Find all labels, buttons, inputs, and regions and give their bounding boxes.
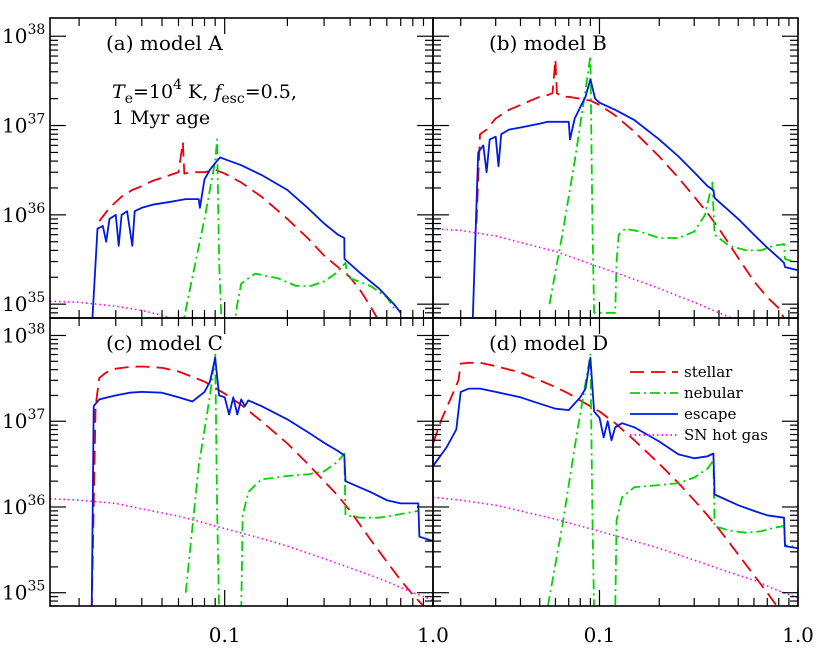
tick-marks xyxy=(433,318,799,607)
panel-title: (d) model D xyxy=(489,331,608,355)
x-tick-label: 1.0 xyxy=(782,623,814,647)
panel-title: (b) model B xyxy=(489,31,607,55)
series-nebular xyxy=(548,55,794,314)
series-nebular xyxy=(183,138,395,318)
panel-title: (a) model A xyxy=(106,31,223,55)
y-tick-label: 1035 xyxy=(2,579,45,605)
series-stellar xyxy=(90,365,425,606)
series-sn-hot-gas xyxy=(433,227,734,318)
legend-label: nebular xyxy=(684,384,744,402)
y-tick-label: 1038 xyxy=(2,322,45,348)
annotation-line2: 1 Myr age xyxy=(112,107,210,129)
panel-1: 1035 1036 1037 1038 (a) model A xyxy=(2,17,434,319)
legend-label: SN hot gas xyxy=(684,426,768,444)
legend-label: escape xyxy=(684,405,737,423)
y-tick-label: 1036 xyxy=(2,493,45,519)
y-tick-label: 1037 xyxy=(2,407,45,433)
series-stellar xyxy=(475,58,785,318)
series-nebular xyxy=(184,353,419,606)
series-group xyxy=(50,138,402,318)
annotation: Te=104 K, fesc=0.5,1 Myr age xyxy=(112,77,297,129)
legend: stellar nebular escape SN hot gas xyxy=(630,363,768,444)
series-escape xyxy=(433,356,798,550)
series-group xyxy=(433,55,798,318)
tick-marks xyxy=(50,318,434,607)
series-nebular xyxy=(547,353,798,606)
annotation-line1: Te=104 K, fesc=0.5, xyxy=(112,77,297,107)
series-group xyxy=(50,353,433,606)
x-tick-label: 0.1 xyxy=(209,623,241,647)
y-tick-label: 1035 xyxy=(2,290,45,316)
y-tick-label: 1037 xyxy=(2,112,45,138)
panel-4: 0.1 1.0 (d) model D xyxy=(432,317,814,647)
series-escape xyxy=(91,156,402,318)
legend-label: stellar xyxy=(684,363,733,381)
series-group xyxy=(433,353,798,606)
x-tick-label: 1.0 xyxy=(417,623,449,647)
series-stellar xyxy=(98,141,379,318)
y-tick-label: 1038 xyxy=(2,22,45,48)
x-tick-label: 0.1 xyxy=(584,623,616,647)
tick-marks xyxy=(50,18,434,319)
panel-title: (c) model C xyxy=(106,331,223,355)
panel-2: (b) model B xyxy=(432,17,799,319)
series-escape xyxy=(90,356,433,606)
y-tick-label: 1036 xyxy=(2,201,45,227)
panel-3: 1035 1036 1037 1038 0.1 1.0 (c) model C xyxy=(2,317,449,647)
series-stellar xyxy=(433,361,778,606)
panel-frame xyxy=(432,317,799,607)
series-escape xyxy=(471,78,798,318)
panel-frame xyxy=(49,17,434,319)
